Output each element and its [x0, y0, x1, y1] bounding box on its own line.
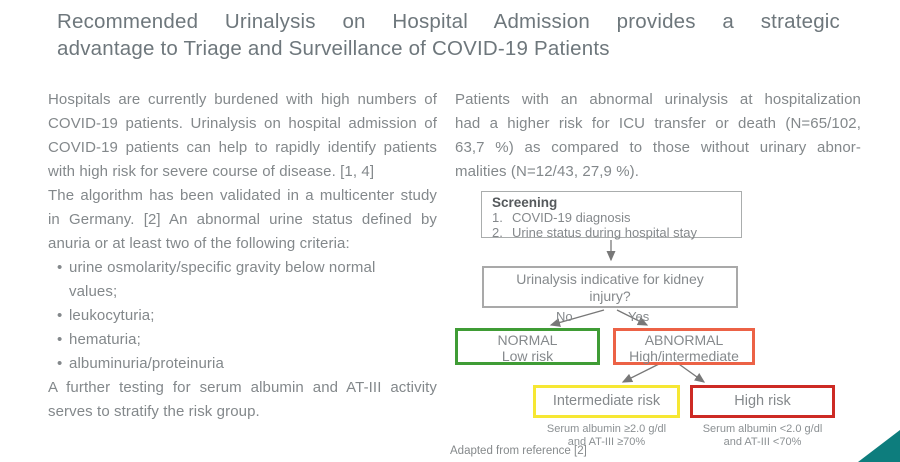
- text-line: NORMAL: [497, 332, 558, 348]
- text-line: Serum albumin <2.0 g/dl: [702, 423, 823, 435]
- bullet-icon: •: [57, 307, 63, 324]
- bullet-icon: •: [57, 355, 63, 372]
- intermediate-risk-caption: Serum albumin ≥2.0 g/dl and AT-III ≥70%: [533, 423, 680, 449]
- text-line: Serum albumin ≥2.0 g/dl: [546, 423, 667, 435]
- high-risk-box: High risk: [690, 385, 835, 418]
- text-line: serves to stratify the risk group.: [48, 403, 260, 420]
- intro-text-column: Hospitals are currently burdened with hi…: [48, 88, 437, 424]
- item-number: 2.: [492, 225, 503, 240]
- criteria-list: • urine osmolarity/specific gravity belo…: [48, 256, 437, 376]
- text-line: COVID-19 patients. Urinalysis on hospita…: [48, 115, 437, 132]
- text-line: and AT-III ≥70%: [567, 436, 646, 448]
- text-line: ABNORMAL: [644, 332, 724, 348]
- title-line-2: advantage to Triage and Surveillance of …: [57, 37, 610, 60]
- page-title: Recommended Urinalysis on Hospital Admis…: [57, 8, 840, 62]
- title-line-1: Recommended Urinalysis on Hospital Admis…: [57, 10, 840, 33]
- text-line: Hospitals are currently burdened with hi…: [48, 91, 437, 108]
- text-line: malities (N=12/43, 27,9 %).: [455, 163, 640, 180]
- paragraph-hospitals: Hospitals are currently burdened with hi…: [48, 88, 437, 184]
- item-number: 1.: [492, 210, 503, 225]
- text-line: with high risk for severe course of dise…: [48, 163, 375, 180]
- screening-item: 2. Urine status during hospital stay: [492, 225, 741, 240]
- paragraph-stratify: A further testing for serum albumin and …: [48, 376, 437, 424]
- list-item: • albuminuria/proteinuria: [48, 352, 437, 376]
- corner-accent-shape: [858, 430, 900, 462]
- list-item: • hematuria;: [48, 328, 437, 352]
- text-line: High/intermediate: [629, 348, 739, 364]
- item-text: COVID-19 diagnosis: [512, 210, 631, 225]
- text-line: urine osmolarity/specific gravity below …: [69, 259, 376, 276]
- source-note: Adapted from reference [2]: [450, 445, 587, 457]
- arrow-to-high: [675, 361, 706, 383]
- item-text: Urine status during hospital stay: [512, 225, 697, 240]
- results-text-column: Patients with an abnormal urinalysis at …: [455, 88, 861, 184]
- abnormal-high-intermediate-box: ABNORMAL High/intermediate: [613, 328, 755, 365]
- text-line: and AT-III <70%: [723, 436, 802, 448]
- intermediate-risk-box: Intermediate risk: [533, 385, 680, 418]
- yes-branch-label: Yes: [628, 309, 650, 324]
- screening-box: Screening 1. COVID-19 diagnosis 2. Urine…: [481, 191, 742, 240]
- no-branch-label: No: [556, 309, 573, 324]
- normal-low-risk-box: NORMAL Low risk: [455, 328, 600, 365]
- arrow-to-intermediate: [621, 361, 664, 383]
- text-line: in Germany. [2] An abnormal urine status…: [48, 211, 437, 228]
- list-item: • leukocyturia;: [48, 304, 437, 328]
- text-line: The algorithm has been validated in a mu…: [48, 187, 437, 204]
- high-risk-caption: Serum albumin <2.0 g/dl and AT-III <70%: [690, 423, 835, 449]
- text-line: Low risk: [501, 348, 554, 364]
- text-line: albuminuria/proteinuria: [69, 355, 224, 372]
- screening-item: 1. COVID-19 diagnosis: [492, 210, 741, 225]
- text-line: values;: [69, 283, 118, 300]
- text-line: anuria or at least two of the following …: [48, 235, 350, 252]
- text-line: Urinalysis indicative for kidney: [516, 271, 704, 287]
- text-line: Patients with an abnormal urinalysis at …: [455, 91, 861, 108]
- paragraph-results: Patients with an abnormal urinalysis at …: [455, 88, 861, 184]
- bullet-icon: •: [57, 259, 63, 276]
- text-line: leukocyturia;: [69, 307, 155, 324]
- bullet-icon: •: [57, 331, 63, 348]
- list-item: • urine osmolarity/specific gravity belo…: [48, 256, 437, 304]
- text-line: injury?: [589, 288, 631, 304]
- kidney-question-box: Urinalysis indicative for kidney injury?: [482, 266, 738, 308]
- screening-heading: Screening: [492, 195, 558, 210]
- text-line: COVID-19 patients can help to rapidly id…: [48, 139, 437, 156]
- text-line: A further testing for serum albumin and …: [48, 379, 437, 396]
- text-line: 63,7 %) as compared to those without uri…: [455, 139, 861, 156]
- paragraph-algorithm: The algorithm has been validated in a mu…: [48, 184, 437, 256]
- text-line: had a higher risk for ICU transfer or de…: [455, 115, 861, 132]
- text-line: hematuria;: [69, 331, 141, 348]
